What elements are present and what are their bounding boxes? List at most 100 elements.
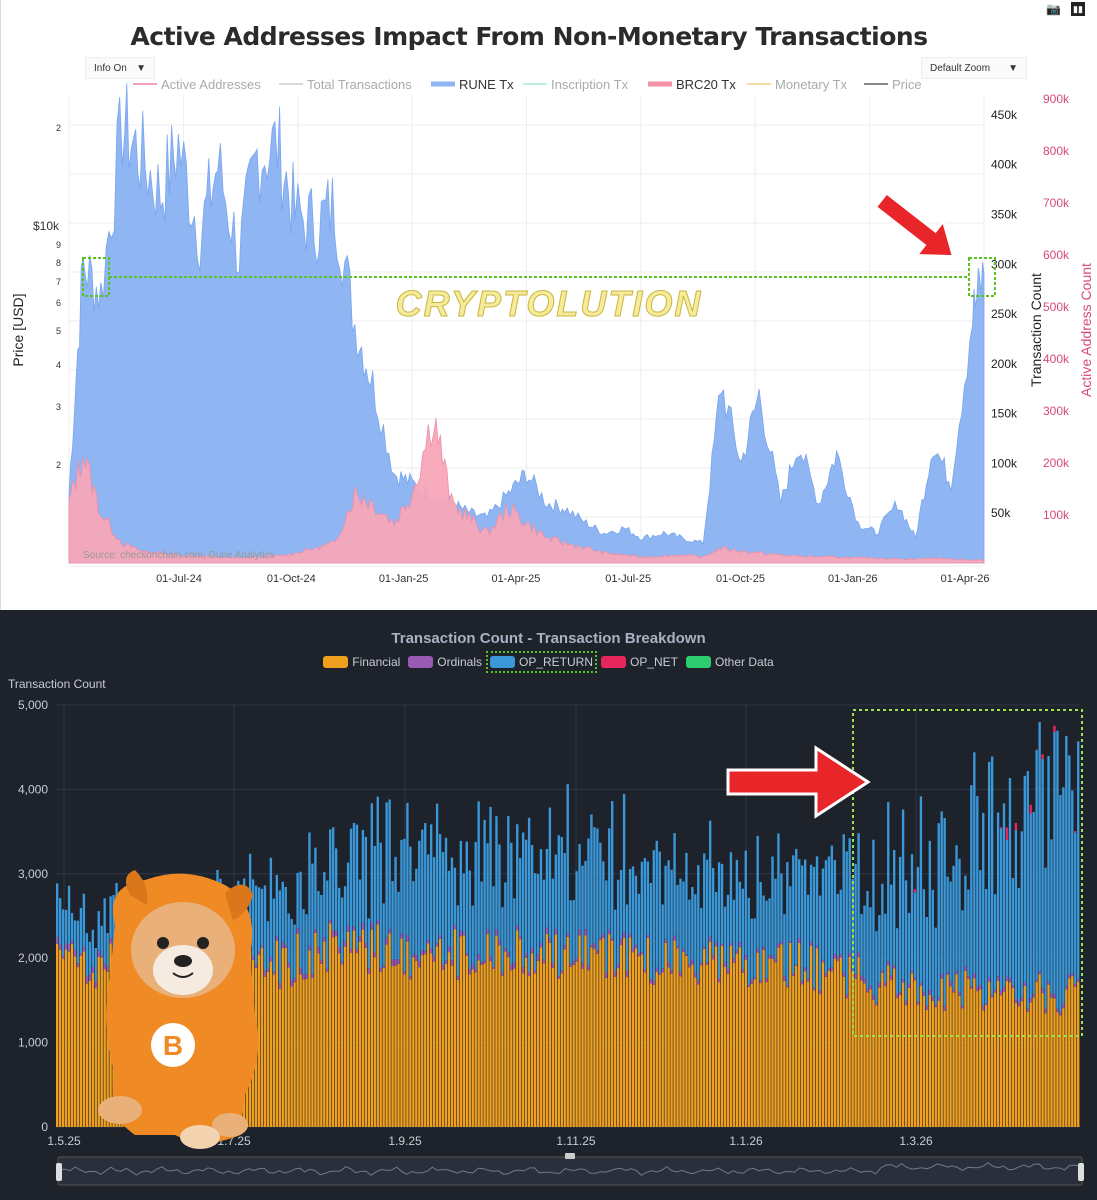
bar-op-return bbox=[857, 833, 860, 953]
chevron-down-icon: ▼ bbox=[1008, 63, 1018, 74]
bar-financial bbox=[854, 978, 857, 1127]
bar-op-return bbox=[934, 927, 937, 1005]
legend-item-other-data[interactable]: Other Data bbox=[686, 655, 774, 669]
bar-op-return bbox=[314, 847, 317, 930]
bar-ordinals bbox=[798, 937, 801, 943]
bar-financial bbox=[771, 958, 774, 1127]
bar-financial bbox=[717, 982, 721, 1127]
bar-financial bbox=[584, 935, 587, 1127]
bar-ordinals bbox=[839, 953, 842, 958]
legend-item-ordinals[interactable]: Ordinals bbox=[408, 655, 482, 669]
bar-op-return bbox=[1056, 730, 1059, 1009]
bar-ordinals bbox=[803, 967, 807, 972]
bar-ordinals bbox=[100, 954, 103, 958]
bar-op-return bbox=[444, 837, 448, 961]
bar-op-return bbox=[1041, 758, 1044, 989]
bar-financial bbox=[655, 971, 658, 1127]
bar-ordinals bbox=[391, 959, 394, 967]
info-dropdown[interactable]: Info On ▼ bbox=[85, 57, 155, 79]
bar-op-return bbox=[676, 884, 679, 947]
bar-financial bbox=[1047, 984, 1050, 1127]
bar-op-return bbox=[765, 900, 768, 979]
bar-financial bbox=[284, 947, 287, 1127]
legend-item-op-return[interactable]: OP_RETURN bbox=[485, 651, 598, 673]
bar-financial bbox=[952, 992, 955, 1127]
bar-financial bbox=[323, 941, 326, 1127]
bar-op-return bbox=[777, 833, 780, 944]
bar-op-return bbox=[1050, 839, 1053, 994]
bottom-legend: Financial Ordinals OP_RETURN OP_NET Other Da… bbox=[0, 651, 1097, 673]
zoom-dropdown[interactable]: Default Zoom ▼ bbox=[921, 57, 1027, 79]
bar-op-return bbox=[527, 817, 531, 973]
bar-financial bbox=[361, 929, 365, 1127]
bar-ordinals bbox=[498, 939, 501, 946]
bar-ordinals bbox=[290, 980, 293, 987]
bar-op-return bbox=[379, 842, 382, 969]
legend-label-5: Monetary Tx bbox=[775, 77, 848, 92]
bar-ordinals bbox=[542, 959, 546, 964]
bar-financial bbox=[676, 948, 679, 1127]
legend-label-3: Inscription Tx bbox=[551, 77, 629, 92]
range-slider-handle-right[interactable] bbox=[1078, 1163, 1084, 1181]
bar-ordinals bbox=[1002, 986, 1006, 992]
bar-financial bbox=[842, 976, 845, 1127]
bar-ordinals bbox=[700, 963, 703, 966]
bar-financial bbox=[869, 989, 872, 1127]
bar-ordinals bbox=[717, 978, 721, 983]
bar-op-return bbox=[299, 871, 302, 968]
bar-op-return bbox=[887, 802, 890, 962]
bar-op-return bbox=[284, 886, 287, 946]
bar-ordinals bbox=[1014, 999, 1018, 1004]
highlight-box bbox=[852, 709, 1083, 1037]
bar-financial bbox=[818, 994, 822, 1127]
bar-op-return bbox=[943, 818, 946, 1006]
bar-financial bbox=[308, 950, 311, 1127]
bar-ordinals bbox=[1077, 978, 1080, 982]
bar-ordinals bbox=[673, 935, 676, 941]
legend-label-4: BRC20 Tx bbox=[676, 77, 736, 92]
bar-op-return bbox=[940, 811, 943, 975]
bar-op-return bbox=[845, 851, 848, 995]
range-slider-grip[interactable] bbox=[565, 1153, 575, 1159]
bar-ordinals bbox=[762, 946, 765, 950]
bar-ordinals bbox=[688, 963, 691, 968]
bar-financial bbox=[590, 947, 593, 1127]
legend-label: OP_RETURN bbox=[518, 655, 593, 669]
bar-ordinals bbox=[281, 941, 284, 949]
bar-financial bbox=[1044, 1013, 1047, 1127]
bar-financial bbox=[809, 945, 813, 1127]
bar-op-return bbox=[266, 921, 270, 969]
legend-item-financial[interactable]: Financial bbox=[323, 655, 400, 669]
bar-ordinals bbox=[631, 948, 635, 953]
bar-ordinals bbox=[551, 962, 555, 968]
bar-ordinals bbox=[1074, 984, 1077, 987]
bar-ordinals bbox=[703, 946, 706, 949]
bar-ordinals bbox=[269, 956, 273, 962]
bar-op-return bbox=[554, 854, 558, 930]
bar-op-return bbox=[925, 916, 929, 1006]
bar-ordinals bbox=[441, 965, 445, 970]
bar-ordinals bbox=[97, 950, 100, 957]
bar-op-return bbox=[691, 887, 694, 960]
bar-ordinals bbox=[664, 939, 667, 943]
bar-op-return bbox=[492, 886, 495, 967]
bar-op-return bbox=[987, 761, 991, 978]
bar-ordinals bbox=[418, 961, 421, 968]
bar-ordinals bbox=[1053, 994, 1056, 999]
bar-op-return bbox=[605, 880, 608, 973]
bar-ordinals bbox=[314, 929, 317, 933]
camera-icon[interactable]: 📷 bbox=[1046, 2, 1061, 16]
bar-op-return bbox=[64, 909, 68, 944]
bar-ordinals bbox=[421, 951, 424, 955]
bar-financial bbox=[302, 979, 305, 1127]
bar-op-return bbox=[729, 852, 733, 943]
bar-financial bbox=[732, 963, 736, 1127]
bar-chart-icon[interactable]: ▮▮ bbox=[1071, 2, 1085, 16]
bar-financial bbox=[628, 937, 632, 1127]
bar-financial bbox=[1062, 1008, 1065, 1127]
bar-financial bbox=[964, 970, 967, 1127]
bar-ordinals bbox=[1068, 974, 1071, 979]
legend-item-op-net[interactable]: OP_NET bbox=[601, 655, 678, 669]
x-tick: 1.1.26 bbox=[729, 1134, 763, 1148]
range-slider-handle-left[interactable] bbox=[56, 1163, 62, 1181]
